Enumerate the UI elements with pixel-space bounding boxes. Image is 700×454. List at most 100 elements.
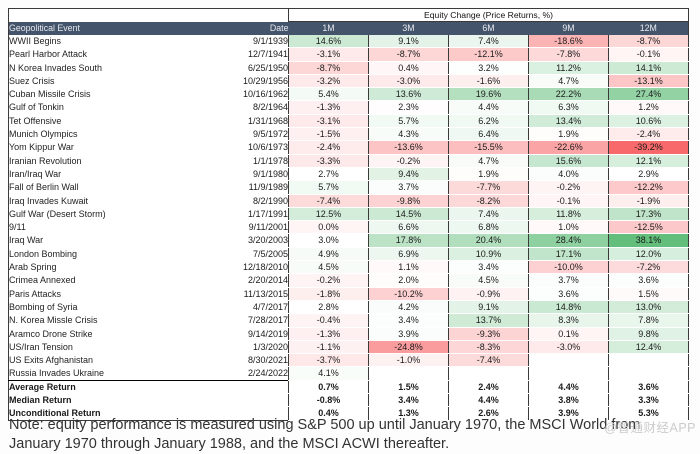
date-cell: 8/2/1964 <box>205 100 289 115</box>
event-cell: Iran/Iraq War <box>8 167 206 181</box>
table-row: Iraq Invades Kuwait 8/2/1990 -7.4% -9.8% -8.… <box>8 194 689 208</box>
value-cell: -13.6% <box>368 140 449 155</box>
value-cell: 20.4% <box>448 233 529 248</box>
value-cell: 4.7% <box>448 154 529 168</box>
watermark: @智通财经APP <box>604 421 696 435</box>
value-cell: 1.1% <box>368 260 449 275</box>
date-cell: 4/7/2017 <box>205 300 289 314</box>
value-cell: -0.1% <box>528 194 609 208</box>
value-cell: 5.7% <box>288 180 369 195</box>
value-cell: 12.4% <box>607 340 689 355</box>
date-cell: 2/24/2022 <box>205 366 289 381</box>
date-cell: 9/11/2001 <box>205 220 289 234</box>
event-cell: Arab Spring <box>8 260 206 274</box>
value-cell: 6.8% <box>448 220 529 235</box>
table-row: Crimea Annexed 2/20/2014 -0.2% 2.0% 4.5% 3.7%… <box>8 273 689 288</box>
event-cell: Aramco Drone Strike <box>8 327 206 341</box>
value-cell: -3.1% <box>288 114 369 129</box>
value-cell: -1.3% <box>288 100 369 115</box>
value-cell: 9.8% <box>607 327 689 341</box>
value-cell: -12.2% <box>607 180 689 195</box>
value-cell: 4.7% <box>528 74 609 89</box>
value-cell: 17.8% <box>368 233 449 248</box>
table-corner-blank <box>8 8 289 22</box>
value-cell: -1.0% <box>368 353 449 368</box>
summary-value-cell: -0.8% <box>288 393 369 408</box>
value-cell: -0.2% <box>528 180 609 195</box>
value-cell <box>528 366 609 381</box>
summary-value-cell: 0.4% <box>288 406 369 421</box>
value-cell: 3.4% <box>448 260 529 275</box>
value-cell: -3.0% <box>368 74 449 89</box>
value-cell: 4.4% <box>448 100 529 115</box>
event-cell: N Korea Invades South <box>8 61 206 75</box>
value-cell: 1.5% <box>607 287 689 301</box>
event-cell: 9/11 <box>8 220 206 234</box>
date-cell: 10/29/1956 <box>205 74 289 88</box>
value-cell: 4.0% <box>528 167 609 182</box>
table-row: London Bombing 7/5/2005 4.9% 6.9% 10.9% 17.1%… <box>8 247 689 262</box>
group-header-row: Equity Change (Price Returns, %) <box>8 8 689 22</box>
value-cell: 6.4% <box>448 127 529 142</box>
value-cell: 2.9% <box>607 167 689 182</box>
value-cell: -12.5% <box>607 220 689 235</box>
column-header-12m: 12M <box>608 21 689 35</box>
value-cell <box>448 366 529 381</box>
value-cell: 2.8% <box>288 300 369 315</box>
value-cell: 3.2% <box>448 61 529 75</box>
value-cell: -0.1% <box>607 47 689 62</box>
summary-value-cell: 3.4% <box>368 393 449 408</box>
value-cell: 15.6% <box>528 154 609 168</box>
value-cell: 4.5% <box>448 273 529 288</box>
value-cell: -9.3% <box>448 327 529 341</box>
value-cell: -1.9% <box>607 194 689 208</box>
summary-label-cell: Average Return <box>8 379 289 394</box>
value-cell: -7.2% <box>607 260 689 275</box>
event-cell: WWII Begins <box>8 35 206 48</box>
value-cell: 1.9% <box>448 167 529 182</box>
value-cell: 12.1% <box>607 154 689 168</box>
summary-value-cell: 5.3% <box>607 406 689 421</box>
table-row: Bombing of Syria 4/7/2017 2.8% 4.2% 9.1% 14.8… <box>8 300 689 315</box>
value-cell: 22.2% <box>528 87 609 102</box>
equity-returns-table: Equity Change (Price Returns, %) Geopoli… <box>8 8 690 421</box>
value-cell: -9.8% <box>368 194 449 208</box>
value-cell: 0.4% <box>368 61 449 75</box>
event-cell: Tet Offensive <box>8 114 206 128</box>
event-cell: Russia Invades Ukraine <box>8 366 206 381</box>
summary-label-cell: Unconditional Return <box>8 406 289 421</box>
date-cell: 10/6/1973 <box>205 140 289 155</box>
value-cell: -7.4% <box>448 353 529 368</box>
value-cell: -3.2% <box>288 74 369 89</box>
value-cell: -0.4% <box>288 313 369 328</box>
value-cell: 11.2% <box>528 61 609 75</box>
table-row: Arab Spring 12/18/2010 4.5% 1.1% 3.4% -10.0% -… <box>8 260 689 275</box>
value-cell: 5.4% <box>288 87 369 102</box>
value-cell: -2.4% <box>607 127 689 142</box>
value-cell: -3.7% <box>288 353 369 368</box>
event-cell: Iraq Invades Kuwait <box>8 194 206 208</box>
date-cell: 11/9/1989 <box>205 180 289 195</box>
value-cell: -39.2% <box>607 140 689 155</box>
value-cell: 17.3% <box>607 207 689 222</box>
event-cell: Fall of Berlin Wall <box>8 180 206 195</box>
value-cell: 9.4% <box>368 167 449 182</box>
date-cell: 1/17/1991 <box>205 207 289 221</box>
event-cell: Bombing of Syria <box>8 300 206 314</box>
summary-value-cell: 3.8% <box>528 393 609 408</box>
value-cell: 2.3% <box>368 100 449 115</box>
table-row: Iraq War 3/20/2003 3.0% 17.8% 20.4% 28.4% 38.1… <box>8 233 689 248</box>
date-cell: 8/2/1990 <box>205 194 289 208</box>
value-cell: 3.7% <box>528 273 609 288</box>
value-cell: 3.7% <box>368 180 449 195</box>
table-row: Gulf of Tonkin 8/2/1964 -1.3% 2.3% 4.4% 6.3% 1… <box>8 100 689 115</box>
event-cell: Cuban Missile Crisis <box>8 87 206 101</box>
value-cell: -15.5% <box>448 140 529 155</box>
table-row: Paris Attacks 11/13/2015 -1.8% -10.2% -0.9% 3… <box>8 287 689 301</box>
value-cell: 17.1% <box>528 247 609 262</box>
value-cell: 9.1% <box>368 35 449 49</box>
date-cell: 11/13/2015 <box>205 287 289 301</box>
note-text: Note: equity performance is measured usi… <box>9 416 641 452</box>
value-cell: 0.1% <box>528 327 609 341</box>
value-cell: -7.7% <box>448 180 529 195</box>
